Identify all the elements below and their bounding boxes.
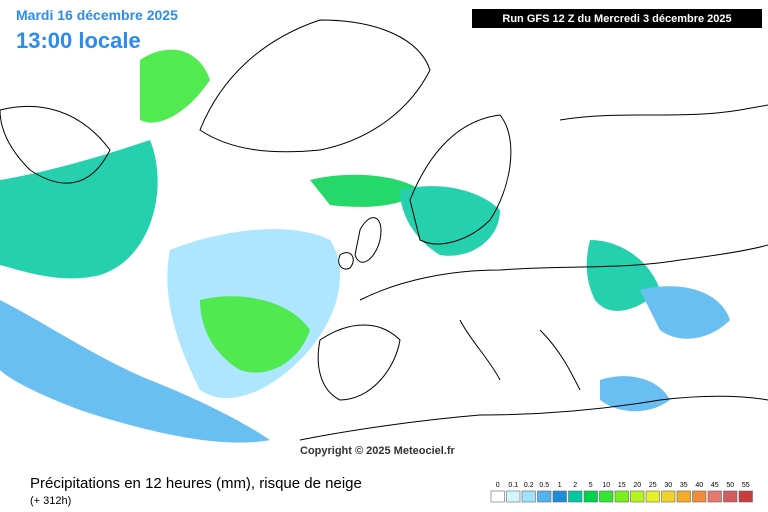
legend-swatch (707, 490, 722, 503)
legend-label: 0.1 (508, 482, 518, 489)
footer-band (0, 468, 768, 512)
legend-label: 45 (711, 482, 719, 489)
legend-label: 55 (742, 482, 750, 489)
map (0, 19, 768, 443)
legend-swatch (506, 490, 521, 503)
legend-swatch (630, 490, 645, 503)
copyright: Copyright © 2025 Meteociel.fr (300, 445, 456, 457)
legend-swatch (537, 490, 552, 503)
footer-lead: (+ 312h) (30, 495, 71, 507)
legend-label: 0.5 (539, 482, 549, 489)
legend-label: 2 (573, 482, 577, 489)
forecast-date: Mardi 16 décembre 2025 (16, 7, 178, 23)
footer-title: Précipitations en 12 heures (mm), risque… (30, 475, 362, 492)
legend: 0 0.1 0.2 0.5 1 2 5 10 15 20 25 30 35 40 45 50 55 (490, 482, 753, 503)
legend-label: 15 (618, 482, 626, 489)
legend-swatch (599, 490, 614, 503)
legend-label: 0.2 (524, 482, 534, 489)
forecast-time: 13:00 locale (16, 28, 141, 53)
legend-label: 25 (649, 482, 657, 489)
legend-label: 5 (589, 482, 593, 489)
legend-swatch (738, 490, 753, 503)
legend-label: 0 (496, 482, 500, 489)
legend-swatch (583, 490, 598, 503)
legend-swatch (552, 490, 567, 503)
legend-label: 30 (664, 482, 672, 489)
legend-swatch (661, 490, 676, 503)
legend-swatch (692, 490, 707, 503)
legend-label: 50 (726, 482, 734, 489)
run-box (472, 9, 762, 28)
legend-swatch (645, 490, 660, 503)
run-info: Run GFS 12 Z du Mercredi 3 décembre 2025 (502, 13, 731, 25)
coastlines (0, 19, 768, 441)
legend-swatch (614, 490, 629, 503)
legend-swatch (568, 490, 583, 503)
legend-label: 10 (602, 482, 610, 489)
legend-label: 1 (558, 482, 562, 489)
legend-swatch (676, 490, 691, 503)
legend-label: 40 (695, 482, 703, 489)
precipitation-fields (0, 49, 730, 443)
legend-label: 35 (680, 482, 688, 489)
legend-swatch (723, 490, 738, 503)
legend-label: 20 (633, 482, 641, 489)
legend-swatch (490, 490, 505, 503)
legend-swatch (521, 490, 536, 503)
